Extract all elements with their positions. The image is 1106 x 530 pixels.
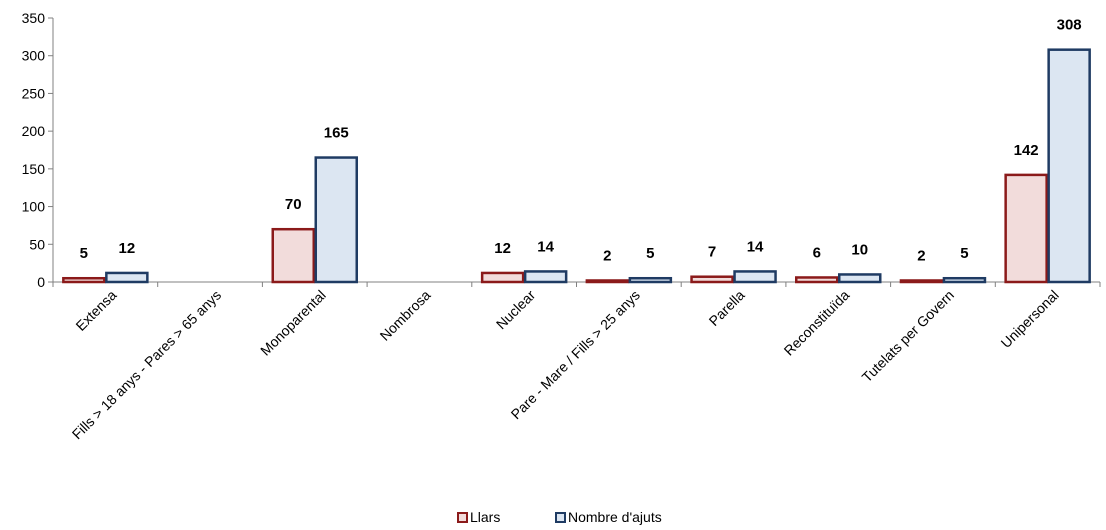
bar-llars-6 [690, 275, 734, 284]
data-label: 2 [603, 247, 611, 264]
category-label: Tutelats per Govern [859, 287, 957, 385]
category-label: Monoparental [257, 287, 329, 359]
bars [62, 48, 1091, 284]
legend-llars-swatch [457, 512, 468, 523]
data-label: 6 [813, 244, 821, 261]
axes: 0 50 100 150 200 250 300 350 [22, 10, 1101, 290]
y-tick-label: 350 [22, 10, 46, 26]
y-tick-label: 50 [29, 236, 45, 252]
data-label: 5 [960, 245, 968, 262]
data-label: 7 [708, 244, 716, 261]
bar-llars-2 [271, 227, 315, 284]
bar-ajuts-9 [1047, 48, 1091, 284]
y-tick-label: 300 [22, 48, 46, 64]
category-label: Nombrosa [377, 287, 434, 344]
y-tick-label: 150 [22, 161, 46, 177]
data-label: 308 [1057, 17, 1082, 34]
bar-llars-0 [62, 276, 106, 284]
y-tick-label: 0 [37, 274, 45, 290]
bar-ajuts-6 [733, 270, 777, 284]
bar-llars-7 [795, 276, 839, 284]
legend-ajuts-swatch [555, 512, 566, 523]
data-label: 5 [646, 245, 654, 262]
legend-ajuts-text: Nombre d'ajuts [568, 509, 662, 525]
bar-llars-9 [1004, 173, 1048, 284]
bar-ajuts-5 [628, 276, 673, 284]
bar-ajuts-0 [105, 271, 149, 284]
category-label: Unipersonal [998, 287, 1062, 351]
bar-ajuts-8 [942, 276, 987, 284]
data-label: 165 [324, 125, 349, 142]
data-label: 14 [537, 238, 554, 255]
data-label: 2 [917, 247, 925, 264]
y-tick-label: 250 [22, 85, 46, 101]
bar-llars-4 [480, 271, 525, 284]
data-label: 10 [851, 241, 868, 258]
bar-ajuts-7 [838, 273, 882, 284]
legend: Llars Nombre d'ajuts [457, 509, 662, 525]
category-label: Reconstituïda [781, 287, 853, 359]
data-label: 12 [119, 240, 136, 257]
data-label: 12 [494, 240, 511, 257]
bar-llars-8 [899, 279, 944, 284]
bar-llars-5 [585, 279, 630, 284]
data-label: 5 [80, 245, 88, 262]
y-tick-label: 100 [22, 199, 46, 215]
legend-llars-text: Llars [470, 509, 500, 525]
data-label: 14 [747, 238, 764, 255]
category-label: Parella [706, 287, 748, 329]
bar-ajuts-4 [523, 270, 568, 284]
y-tick-label: 200 [22, 123, 46, 139]
category-label: Nuclear [493, 287, 539, 333]
category-label: Extensa [72, 287, 119, 334]
data-label: 142 [1014, 142, 1039, 159]
bar-ajuts-2 [314, 156, 358, 284]
data-label: 70 [285, 196, 302, 213]
